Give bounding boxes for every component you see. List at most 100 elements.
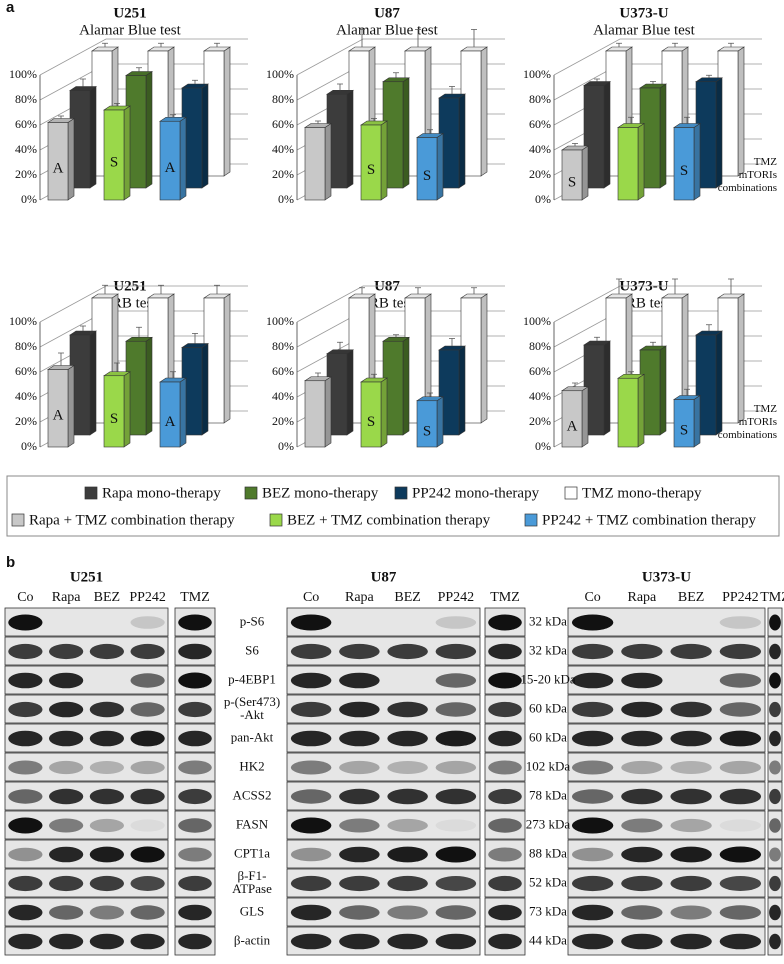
bar-side <box>324 376 332 448</box>
grid-line <box>39 38 248 76</box>
bar-label: A <box>165 414 176 430</box>
y-tick-label: 40% <box>15 389 37 403</box>
bar <box>561 149 583 201</box>
bar-side <box>201 342 209 436</box>
error-bar <box>572 382 578 387</box>
bar-side <box>581 145 589 201</box>
blot-band <box>130 905 165 920</box>
kda-label: 44 kDa <box>529 932 567 947</box>
blot-band <box>89 905 124 920</box>
blot-band <box>290 701 332 718</box>
bar <box>103 375 125 448</box>
error-bar <box>214 284 220 294</box>
blot-band <box>719 643 762 660</box>
legend-label: BEZ + TMZ combination therapy <box>287 512 491 528</box>
y-tick-label: 100% <box>266 314 294 328</box>
blot-band <box>89 643 124 660</box>
error-bar <box>102 284 108 294</box>
y-tick-label: 60% <box>529 364 551 378</box>
blot-band <box>670 788 712 805</box>
error-bar <box>192 79 198 84</box>
protein-label: p-4EBP1 <box>228 671 276 686</box>
blot-band <box>435 876 477 891</box>
chart-title: U251 <box>113 5 146 21</box>
blot-band <box>178 643 212 660</box>
error-bar <box>80 78 86 87</box>
error-bar <box>158 284 164 294</box>
error-bar <box>371 118 377 121</box>
error-bar <box>393 334 399 338</box>
blot-band <box>8 847 43 862</box>
blot-band <box>49 818 84 833</box>
annotation: TMZ mTORIs combinations <box>718 403 778 441</box>
kda-label: 52 kDa <box>529 874 567 889</box>
panel-label: a <box>6 0 15 16</box>
lane-label: TMZ <box>180 590 210 605</box>
protein-label: p-(Ser473) -Akt <box>224 694 280 722</box>
blot-band <box>719 673 762 688</box>
error-bar <box>371 373 377 378</box>
bar-label: S <box>680 423 688 439</box>
blot-band <box>130 702 165 717</box>
blot-band <box>178 933 212 950</box>
protein-label: CPT1a <box>234 845 270 860</box>
bar-side <box>346 89 354 189</box>
error-bar <box>706 74 712 78</box>
bar <box>617 377 639 448</box>
y-tick-label: 0% <box>535 439 551 453</box>
blot-band <box>178 875 212 892</box>
blot-band <box>488 847 522 862</box>
blot-band <box>435 788 477 805</box>
blot-band <box>719 933 762 950</box>
error-bar <box>359 287 365 294</box>
y-tick-label: 40% <box>529 142 551 156</box>
blot-band <box>8 933 43 950</box>
bar-side <box>480 46 488 177</box>
blot-band <box>621 672 663 689</box>
blot-band <box>49 846 84 863</box>
blot-band <box>571 614 614 631</box>
lane-label: BEZ <box>394 590 420 605</box>
bar-label: S <box>680 163 688 179</box>
error-bar <box>628 116 634 124</box>
y-tick-label: 0% <box>278 439 294 453</box>
legend-swatch <box>564 486 578 500</box>
lane-label: Rapa <box>627 590 657 605</box>
blot-band <box>8 730 43 747</box>
blot-band <box>387 788 428 805</box>
blot-band <box>89 818 124 833</box>
lane-label: PP242 <box>438 590 475 605</box>
blot-band <box>8 701 43 718</box>
blot-band <box>89 933 124 950</box>
blot-band <box>670 761 712 774</box>
kda-label: 73 kDa <box>529 903 567 918</box>
blot-band <box>339 760 380 775</box>
blot-band <box>719 760 762 775</box>
legend-box <box>6 475 780 537</box>
blot-band <box>130 819 165 832</box>
bar-side <box>458 345 466 436</box>
blot-band <box>719 819 762 832</box>
panel-label: b <box>6 554 15 571</box>
blot-band <box>130 760 165 775</box>
blot-band <box>670 701 712 718</box>
blot-band <box>387 875 428 892</box>
legend-label: Rapa + TMZ combination therapy <box>29 512 235 528</box>
blot-band <box>387 846 428 863</box>
bar-side <box>346 349 354 436</box>
bar-label: S <box>367 162 375 178</box>
bar-side <box>145 70 153 189</box>
blot-band <box>621 730 663 747</box>
bar <box>438 349 460 436</box>
lane-label: BEZ <box>678 590 704 605</box>
blot-band <box>719 730 762 747</box>
lane-label: TMZ <box>760 590 784 605</box>
blot-band <box>670 846 712 863</box>
blot-band <box>130 730 165 747</box>
blot-band <box>621 905 663 920</box>
legend-swatch <box>11 513 25 527</box>
blot-band <box>130 933 165 950</box>
error-bar <box>572 143 578 146</box>
y-tick-label: 40% <box>272 389 294 403</box>
error-bar <box>359 29 365 47</box>
